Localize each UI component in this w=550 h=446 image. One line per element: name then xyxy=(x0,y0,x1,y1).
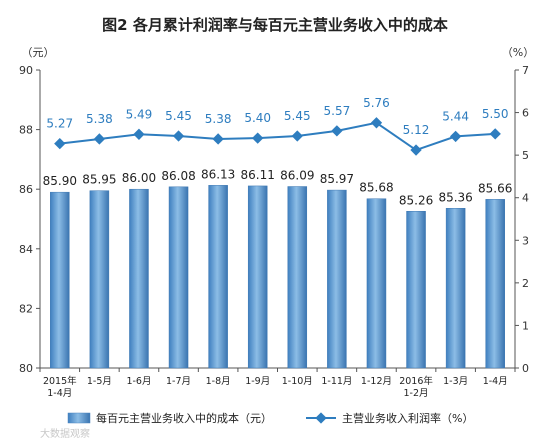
legend-line-label: 主营业务收入利润率（%） xyxy=(342,411,473,425)
cost-bar-label: 86.09 xyxy=(280,169,314,183)
profit-rate-label: 5.50 xyxy=(482,107,509,121)
cost-bar xyxy=(327,189,347,369)
profit-rate-label: 5.38 xyxy=(86,112,113,126)
profit-rate-label: 5.44 xyxy=(442,109,469,123)
cost-bar xyxy=(129,188,149,369)
plot-area: 80 82 84 86 88 90 0 1 2 3 4 5 6 7 85.90 85.95 86.00 86.08… xyxy=(19,64,529,399)
profit-rate-point xyxy=(252,132,264,144)
profit-rate-point xyxy=(449,130,462,143)
x-axis-tick-label: 1-12月 xyxy=(361,376,392,387)
chart-title: 图2 各月累计利润率与每百元主营业务收入中的成本 xyxy=(102,16,448,34)
profit-rate-point xyxy=(291,130,303,142)
left-axis-tick-label: 90 xyxy=(19,64,33,77)
cost-bar-label: 85.26 xyxy=(399,193,433,207)
profit-rate-point xyxy=(489,128,501,140)
profit-rate-label: 5.76 xyxy=(363,96,390,110)
x-axis-tick-label: 1-11月 xyxy=(321,376,352,387)
profit-rate-point xyxy=(133,128,145,140)
profit-rate-label: 5.12 xyxy=(403,123,430,137)
left-axis-tick-label: 86 xyxy=(19,183,33,196)
x-axis-tick-label: 1-10月 xyxy=(282,376,313,387)
profit-rate-point xyxy=(370,117,383,129)
x-axis-tick-label: 1-9月 xyxy=(245,376,270,387)
cost-bar xyxy=(168,186,189,369)
cost-bar xyxy=(247,185,268,369)
cost-bar-label: 85.97 xyxy=(320,172,354,186)
profit-rate-label: 5.49 xyxy=(126,107,153,121)
x-axis-tick-label: 1-6月 xyxy=(126,376,151,387)
cost-bar-label: 85.66 xyxy=(478,181,512,195)
left-axis-tick-label: 88 xyxy=(19,124,33,137)
profit-rate-line xyxy=(59,121,496,152)
cost-bar-label: 85.68 xyxy=(359,181,393,195)
profit-rate-label: 5.38 xyxy=(205,112,232,126)
profit-rate-label: 5.27 xyxy=(46,117,73,131)
right-axis-tick-label: 5 xyxy=(522,149,529,162)
legend: 每百元主营业务收入中的成本（元） 主营业务收入利润率（%） xyxy=(67,411,473,425)
left-axis-tick-label: 80 xyxy=(19,362,33,375)
cost-bar-label: 85.90 xyxy=(43,174,77,188)
left-axis-unit: （元） xyxy=(22,46,55,59)
right-axis-tick-label: 6 xyxy=(522,107,529,120)
profit-rate-label: 5.45 xyxy=(284,109,311,123)
cost-bar xyxy=(445,208,466,369)
profit-rate-label: 5.45 xyxy=(165,109,192,123)
x-axis-tick-label: 1-3月 xyxy=(443,376,468,387)
profit-rate-point xyxy=(212,133,224,145)
cost-bar xyxy=(366,198,387,369)
left-axis-tick-label: 84 xyxy=(19,243,33,256)
right-axis-tick-label: 7 xyxy=(522,64,529,77)
cost-bar xyxy=(485,199,505,369)
profit-rate-label: 5.40 xyxy=(244,111,271,125)
profit-rate-point xyxy=(410,144,422,156)
right-axis-tick-label: 1 xyxy=(522,319,529,332)
profit-rate-point xyxy=(93,133,106,145)
profit-rate-point xyxy=(54,137,66,150)
legend-line-marker xyxy=(315,412,327,424)
cost-bar-label: 86.13 xyxy=(201,167,235,181)
x-axis-tick-label: 1-7月 xyxy=(166,376,191,387)
cost-bar xyxy=(287,186,308,369)
right-axis-tick-label: 2 xyxy=(522,277,529,290)
cost-bar-label: 86.11 xyxy=(241,168,275,182)
cost-bar-label: 85.95 xyxy=(82,173,116,187)
left-axis-tick-label: 82 xyxy=(19,302,33,315)
cost-bar-label: 86.08 xyxy=(161,169,195,183)
legend-bar-label: 每百元主营业务收入中的成本（元） xyxy=(96,411,272,425)
x-axis-tick-label: 2016年 xyxy=(399,375,433,387)
x-axis-tick-label: 1-2月 xyxy=(404,388,429,399)
x-axis-tick-label: 1-4月 xyxy=(47,388,72,399)
right-axis-unit: （%） xyxy=(502,46,534,59)
profit-rate-point xyxy=(172,130,185,142)
right-axis-tick-label: 0 xyxy=(522,362,529,375)
legend-bar-swatch xyxy=(67,412,91,424)
cost-bar xyxy=(208,185,228,369)
cost-bar-label: 86.00 xyxy=(122,171,156,185)
right-axis-tick-label: 4 xyxy=(522,192,529,205)
profit-rate-point xyxy=(331,125,343,137)
profit-rate-label: 5.57 xyxy=(324,104,351,118)
cost-bar xyxy=(50,191,70,369)
cost-bar xyxy=(406,211,426,369)
x-axis-tick-label: 1-4月 xyxy=(483,376,508,387)
cost-bar-label: 85.36 xyxy=(438,190,472,204)
right-axis-tick-label: 3 xyxy=(522,234,529,247)
cost-bar xyxy=(89,190,110,369)
x-axis-tick-label: 1-5月 xyxy=(87,376,112,387)
watermark: 大数据观察 xyxy=(40,427,90,440)
x-axis-tick-label: 1-8月 xyxy=(206,376,231,387)
x-axis-tick-label: 2015年 xyxy=(43,375,77,387)
